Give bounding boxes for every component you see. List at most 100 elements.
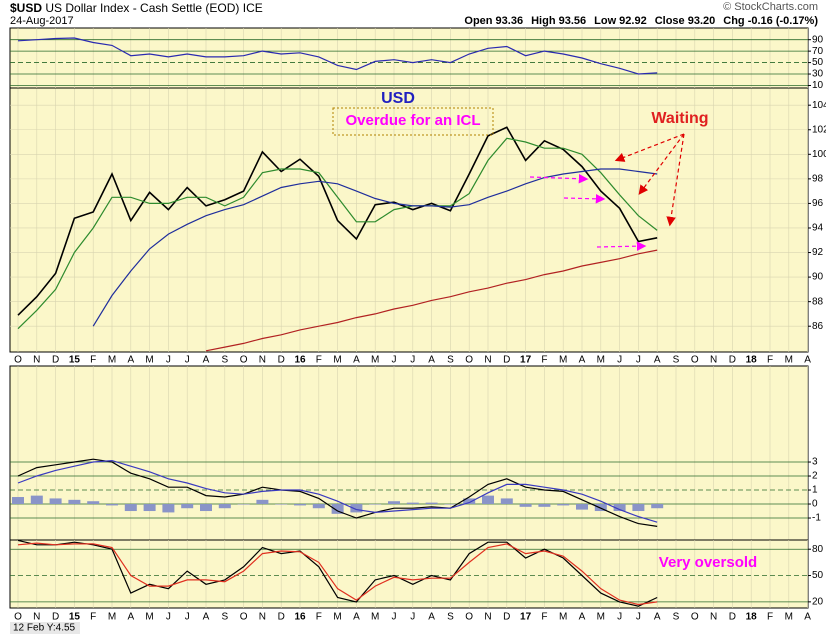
y-tick-label: 86: [812, 321, 824, 332]
x-tick-label: A: [127, 612, 134, 623]
histogram-bar: [331, 504, 344, 514]
y-tick-label: 104: [812, 100, 826, 111]
x-tick-label: J: [166, 612, 171, 623]
x-tick-label: N: [259, 355, 266, 366]
y-tick-label: 88: [812, 296, 824, 307]
x-tick-label: N: [33, 612, 40, 623]
y-tick-label: 90: [812, 34, 824, 45]
y-tick-label: 30: [812, 69, 824, 80]
x-tick-label: A: [353, 612, 360, 623]
histogram-bar: [425, 502, 438, 505]
x-tick-label: N: [259, 612, 266, 623]
series-line: [92, 168, 658, 327]
panel: [9, 27, 809, 89]
x-tick-label: D: [278, 612, 285, 623]
histogram-bar: [30, 495, 43, 505]
quote-item: Close 93.20: [654, 15, 716, 27]
x-tick-label: S: [447, 355, 454, 366]
red-arrows: [614, 133, 685, 227]
histogram-bar: [275, 504, 288, 505]
x-tick-label: S: [221, 355, 228, 366]
x-tick-label: M: [785, 355, 793, 366]
x-tick-label: M: [145, 612, 153, 623]
x-tick-label: 18: [746, 355, 758, 366]
y-tick-label: 10: [812, 80, 824, 91]
histogram-bar: [651, 504, 664, 509]
x-tick-label: A: [804, 612, 811, 623]
histogram-bar: [369, 504, 382, 505]
histogram-bar: [68, 499, 81, 505]
histogram-bar: [218, 504, 231, 509]
histogram-bar: [181, 504, 194, 509]
x-tick-label: 17: [520, 612, 532, 623]
y-tick-label: 3: [812, 457, 818, 468]
histogram-bar: [482, 495, 494, 505]
x-tick-label: S: [673, 612, 680, 623]
title: $USD US Dollar Index - Cash Settle (EOD)…: [10, 1, 263, 15]
x-tick-label: O: [14, 612, 22, 623]
x-tick-label: J: [185, 612, 190, 623]
x-tick-label: A: [654, 612, 661, 623]
x-tick-label: N: [33, 355, 40, 366]
x-tick-label: F: [767, 612, 773, 623]
y-tick-label: 100: [812, 149, 826, 160]
histogram-bar: [237, 504, 250, 505]
x-tick-label: M: [371, 612, 379, 623]
x-tick-label: M: [333, 612, 341, 623]
quote-item: Chg -0.16 (-0.17%): [723, 15, 818, 27]
histogram-bar: [87, 501, 100, 505]
histogram-bar: [312, 504, 325, 509]
annotation: USD: [381, 90, 415, 107]
x-tick-label: O: [691, 612, 699, 623]
x-tick-label: A: [203, 355, 210, 366]
histogram-bar: [350, 504, 363, 513]
x-tick-label: M: [371, 355, 379, 366]
series-line: [17, 37, 658, 75]
source: © StockCharts.com: [723, 1, 818, 13]
annotation: Waiting: [651, 110, 708, 127]
x-tick-label: S: [673, 355, 680, 366]
histogram-bar: [463, 498, 476, 505]
annotation: Overdue for an ICL: [345, 112, 480, 129]
y-tick-label: 70: [812, 46, 824, 57]
x-tick-label: D: [729, 612, 736, 623]
quote: Open 93.36 High 93.56 Low 92.92 Close 93.20…: [456, 15, 818, 27]
histogram-bar: [444, 504, 457, 505]
histogram-bar: [519, 504, 532, 507]
y-tick-label: 92: [812, 247, 824, 258]
x-tick-label: M: [108, 355, 116, 366]
x-tick-label: O: [14, 355, 22, 366]
x-tick-label: J: [392, 355, 397, 366]
x-tick-label: M: [145, 355, 153, 366]
x-tick-label: S: [447, 612, 454, 623]
x-tick-label: F: [541, 612, 547, 623]
x-tick-label: A: [654, 355, 661, 366]
y-tick-label: -1: [812, 513, 821, 524]
y-tick-label: 90: [812, 272, 824, 283]
x-tick-label: J: [410, 612, 415, 623]
x-tick-label: J: [636, 355, 641, 366]
x-tick-label: M: [597, 355, 605, 366]
magenta-arrows: [529, 173, 647, 251]
histogram-bar: [143, 504, 156, 512]
x-tick-label: N: [710, 612, 717, 623]
x-tick-label: D: [52, 612, 59, 623]
x-tick-label: J: [636, 612, 641, 623]
x-tick-label: M: [785, 612, 793, 623]
x-tick-label: O: [240, 612, 248, 623]
x-tick-label: F: [541, 355, 547, 366]
y-tick-label: 94: [812, 223, 824, 234]
quote-item: High 93.56: [531, 15, 587, 27]
x-tick-label: A: [428, 355, 435, 366]
x-tick-label: O: [240, 355, 248, 366]
x-tick-label: O: [691, 355, 699, 366]
x-tick-label: D: [503, 612, 510, 623]
x-tick-label: A: [353, 355, 360, 366]
x-tick-label: A: [579, 355, 586, 366]
x-tick-label: N: [484, 612, 491, 623]
y-tick-label: 1: [812, 485, 818, 496]
x-tick-label: A: [428, 612, 435, 623]
readout-box: [10, 622, 80, 634]
x-tick-label: J: [392, 612, 397, 623]
panel: [9, 539, 809, 609]
